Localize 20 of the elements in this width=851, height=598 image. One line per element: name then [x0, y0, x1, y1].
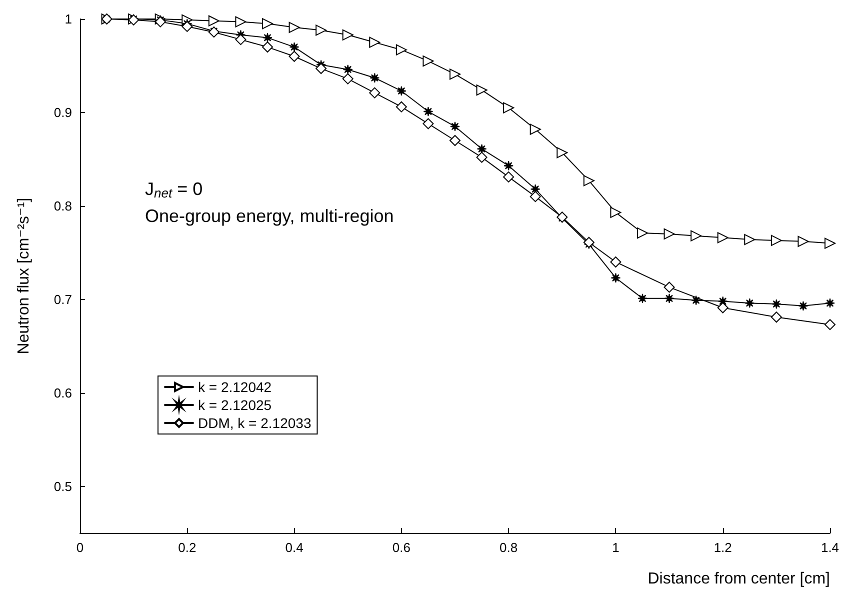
y-tick-label: 0.5 [54, 478, 72, 494]
x-tick-label: 0.2 [178, 540, 196, 555]
legend-label: DDM, k = 2.12033 [198, 415, 312, 431]
legend-label: k = 2.12025 [198, 397, 272, 413]
x-axis-title: Distance from center [cm] [648, 570, 830, 588]
x-tick-label: 0 [76, 540, 84, 555]
x-tick-label: 1.4 [820, 540, 840, 555]
x-tick-label: 1.2 [714, 540, 732, 555]
y-tick-label: 0.7 [54, 292, 72, 307]
y-tick-label: 0.6 [54, 385, 72, 400]
annotation: One-group energy, multi-region [145, 206, 394, 226]
x-tick-label: 0.4 [285, 540, 304, 555]
x-tick-label: 0.6 [392, 540, 410, 555]
y-tick-label: 0.8 [54, 198, 72, 214]
y-tick-label: 1 [64, 12, 72, 26]
legend-label: k = 2.12042 [198, 379, 272, 395]
y-axis-title: Neutron flux [cm⁻²s⁻¹] [16, 198, 32, 354]
y-tick-label: 0.9 [54, 104, 72, 120]
x-tick-label: 0.8 [500, 540, 518, 555]
x-tick-label: 1 [612, 540, 620, 555]
